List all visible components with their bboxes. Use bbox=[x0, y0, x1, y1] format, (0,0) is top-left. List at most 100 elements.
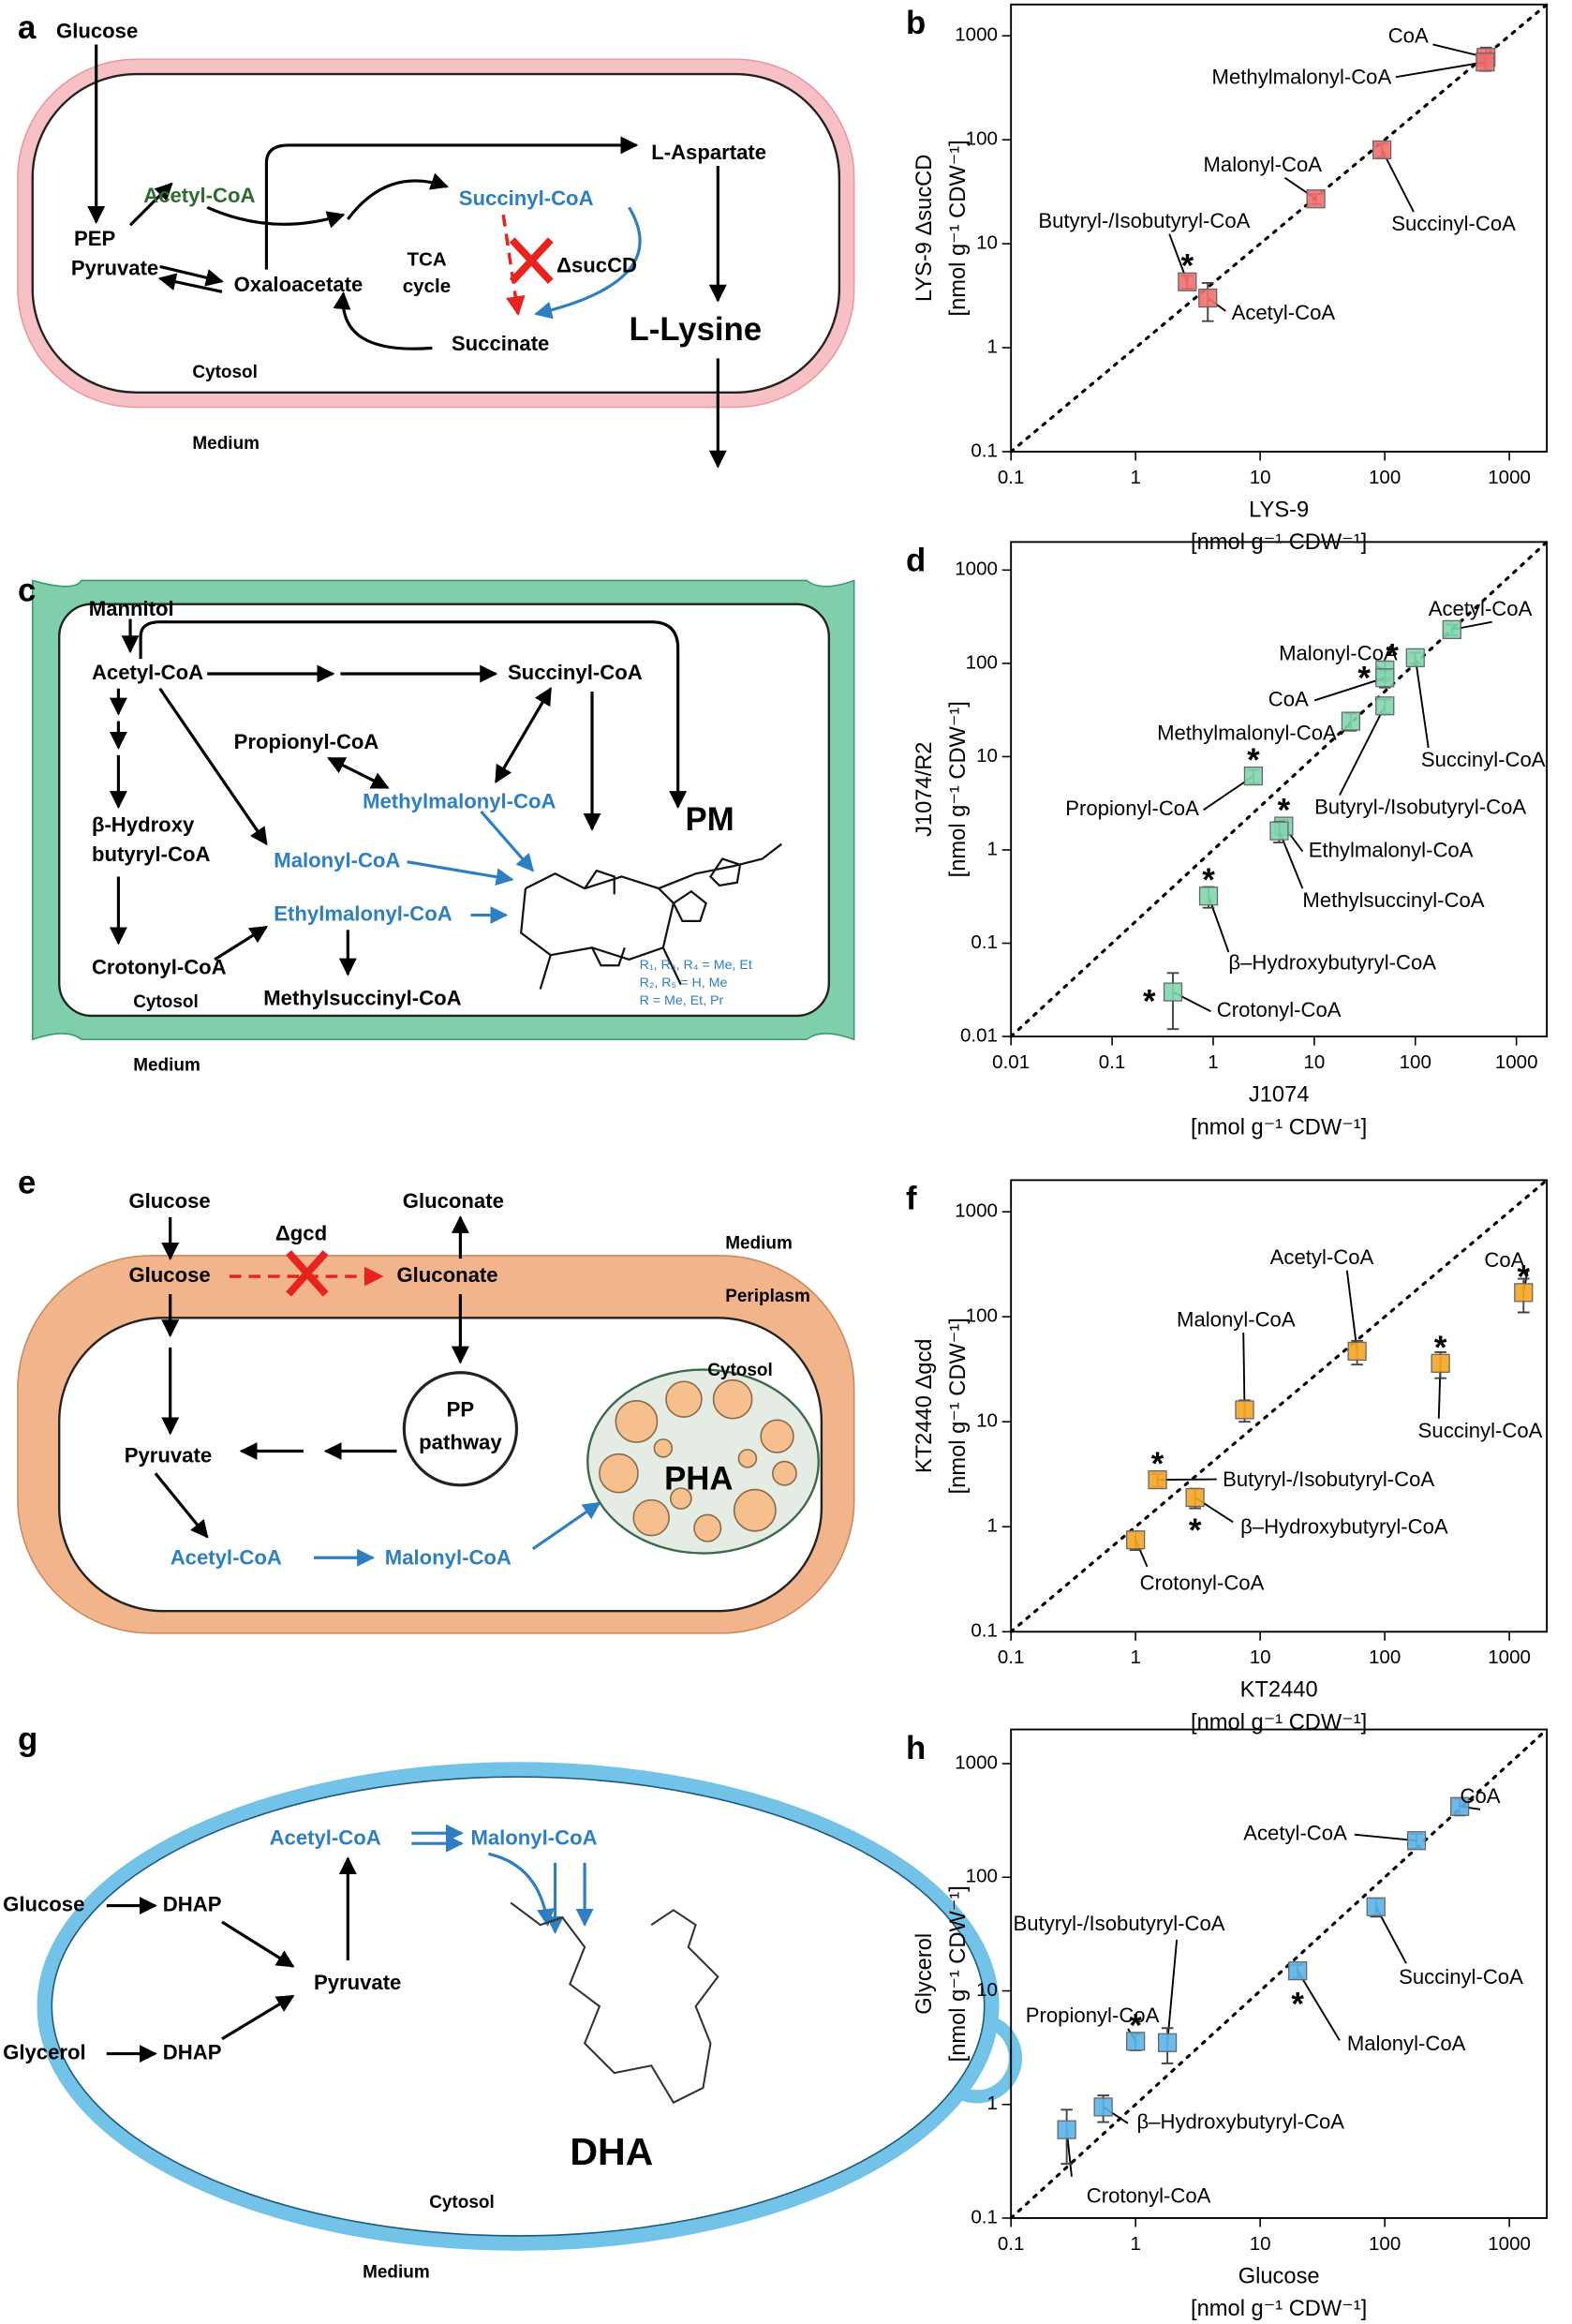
diagram-label: Glucose bbox=[128, 1189, 210, 1213]
point bbox=[1126, 2032, 1146, 2051]
point-label: Methylmalonyl-CoA bbox=[1212, 66, 1392, 89]
y-tick-label: 0.1 bbox=[971, 1620, 998, 1642]
x-tick-label: 0.1 bbox=[1099, 1051, 1126, 1073]
x-tick-label: 100 bbox=[1369, 2233, 1401, 2255]
point-label: Acetyl-CoA bbox=[1429, 597, 1533, 620]
diagram-label: pathway bbox=[419, 1430, 502, 1453]
significance-marker: * bbox=[1278, 794, 1291, 829]
diagram-label: R₁, R₃, R₄ = Me, Et bbox=[640, 958, 752, 973]
point-label: Methylsuccinyl-CoA bbox=[1302, 888, 1484, 912]
x-tick-label: 100 bbox=[1369, 467, 1401, 488]
point-label: Malonyl-CoA bbox=[1177, 1307, 1296, 1331]
significance-marker: * bbox=[1357, 662, 1371, 697]
diagram-label: Malonyl-CoA bbox=[274, 848, 400, 872]
x-tick-label: 1000 bbox=[1488, 467, 1531, 488]
leader-line bbox=[1381, 149, 1415, 213]
point bbox=[1198, 288, 1218, 308]
point bbox=[1243, 766, 1264, 786]
x-axis-label: LYS-9 bbox=[1249, 498, 1309, 522]
diagram-label: Oxaloacetate bbox=[234, 273, 363, 296]
x-axis-unit: [nmol g⁻¹ CDW⁻¹] bbox=[1191, 1710, 1367, 1735]
leader-line bbox=[1414, 657, 1430, 749]
point-label: β–Hydroxybutyryl-CoA bbox=[1240, 1515, 1448, 1539]
x-tick-label: 0.1 bbox=[998, 2233, 1025, 2255]
y-tick-label: 0.1 bbox=[971, 931, 998, 953]
diagram-label: Glucose bbox=[3, 1892, 84, 1915]
y-axis-label: Glycerol bbox=[912, 1933, 937, 2015]
diagram-label: g bbox=[18, 1721, 37, 1757]
y-tick-label: 1000 bbox=[955, 559, 998, 580]
x-tick-label: 1 bbox=[1130, 1646, 1140, 1668]
y-axis-unit: [nmol g⁻¹ CDW⁻¹] bbox=[946, 701, 971, 877]
diagram-label: Cytosol bbox=[133, 992, 199, 1012]
significance-marker: * bbox=[1291, 1987, 1304, 2022]
diagram-label: Succinyl-CoA bbox=[508, 661, 643, 684]
significance-marker: * bbox=[1386, 638, 1399, 674]
plot-frame bbox=[1010, 3, 1549, 453]
identity-line bbox=[1009, 1178, 1549, 1633]
x-tick-label: 1000 bbox=[1495, 1051, 1538, 1073]
point-label: Propionyl-CoA bbox=[1026, 2004, 1160, 2027]
y-axis-label: KT2440 Δgcd bbox=[912, 1339, 937, 1474]
diagram-label: Glucose bbox=[56, 20, 138, 43]
diagram-label: Glycerol bbox=[3, 2040, 85, 2063]
diagram-label: butyryl-CoA bbox=[92, 842, 211, 866]
diagram-label: Cytosol bbox=[429, 2193, 495, 2212]
leader-line bbox=[1395, 61, 1486, 79]
identity-line bbox=[1009, 3, 1549, 454]
leader-line bbox=[1354, 1833, 1417, 1842]
y-tick-label: 1 bbox=[987, 838, 998, 859]
point-label: β–Hydroxybutyryl-CoA bbox=[1136, 2110, 1344, 2134]
point-label: CoA bbox=[1268, 687, 1309, 710]
significance-marker: * bbox=[1129, 2008, 1142, 2044]
y-tick-label: 1 bbox=[987, 2093, 998, 2114]
y-tick-label: 1 bbox=[987, 335, 998, 357]
y-axis-label: J1074/R2 bbox=[912, 742, 937, 837]
point-label: Malonyl-CoA bbox=[1279, 641, 1398, 664]
point bbox=[1442, 619, 1461, 639]
y-tick-label: 10 bbox=[976, 745, 998, 767]
diagram-label: Mannitol bbox=[89, 597, 174, 620]
point-label: Succinyl-CoA bbox=[1418, 1419, 1543, 1442]
y-tick-label: 100 bbox=[966, 1866, 998, 1887]
diagram-label: Medium bbox=[192, 434, 260, 454]
point bbox=[1148, 1470, 1167, 1490]
diagram-label: Cytosol bbox=[707, 1361, 773, 1380]
point bbox=[1347, 1341, 1367, 1361]
diagram-label: Δgcd bbox=[275, 1222, 327, 1245]
point bbox=[1431, 1353, 1450, 1373]
point bbox=[1198, 886, 1219, 906]
diagram-e-shapes bbox=[17, 1214, 855, 1634]
diagram-label: Medium bbox=[725, 1233, 793, 1253]
diagram-label: Periplasm bbox=[725, 1287, 810, 1306]
diagram-label: Cytosol bbox=[192, 363, 258, 382]
significance-marker: * bbox=[1517, 1259, 1530, 1295]
diagram-label: Propionyl-CoA bbox=[234, 730, 379, 753]
diagram-label: Medium bbox=[133, 1056, 200, 1076]
x-tick-label: 0.1 bbox=[998, 1646, 1025, 1668]
point-label: Butyryl-/Isobutyryl-CoA bbox=[1223, 1467, 1434, 1491]
point-label: Crotonyl-CoA bbox=[1217, 998, 1342, 1021]
diagram-label: ΔsucCD bbox=[556, 253, 637, 276]
diagram-label: Succinyl-CoA bbox=[459, 186, 594, 210]
point-label: Methylmalonyl-CoA bbox=[1157, 722, 1337, 745]
point bbox=[1057, 2120, 1076, 2139]
y-tick-label: 1000 bbox=[955, 24, 998, 46]
point-label: Crotonyl-CoA bbox=[1140, 1572, 1265, 1595]
point bbox=[1375, 668, 1395, 688]
panel-letter: b bbox=[906, 6, 926, 41]
x-tick-label: 1000 bbox=[1488, 2233, 1531, 2255]
y-tick-label: 1 bbox=[987, 1515, 998, 1537]
point-label: β–Hydroxybutyryl-CoA bbox=[1228, 951, 1436, 975]
y-tick-label: 10 bbox=[976, 232, 998, 254]
point bbox=[1288, 1961, 1308, 1981]
diagram-label: Glucose bbox=[128, 1263, 210, 1287]
significance-marker: * bbox=[1181, 249, 1194, 285]
panel-letter: h bbox=[906, 1731, 926, 1766]
diagram-label: Methylmalonyl-CoA bbox=[363, 789, 556, 812]
point bbox=[1366, 1897, 1386, 1916]
point-label: Acetyl-CoA bbox=[1270, 1245, 1374, 1269]
point-label: Succinyl-CoA bbox=[1391, 212, 1516, 235]
